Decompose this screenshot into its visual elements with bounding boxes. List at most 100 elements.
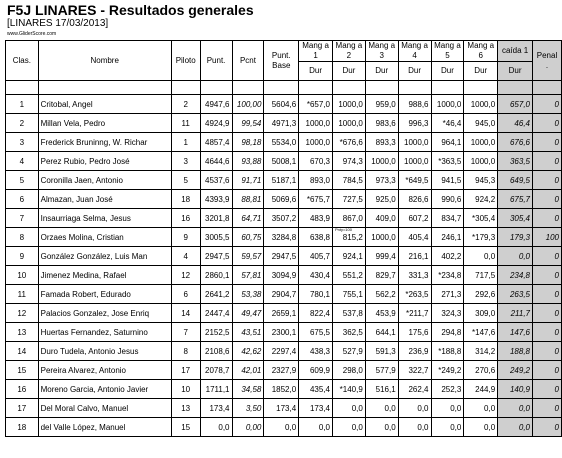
- cell-caida: 179,3: [497, 227, 533, 247]
- cell-manga-6: 1000,0: [463, 151, 499, 171]
- cell-manga-6: 717,5: [463, 265, 499, 285]
- cell-manga-4: 331,3: [397, 265, 432, 285]
- cell-manga-1: 1000,0: [298, 132, 333, 152]
- header-punt: Punt.: [199, 40, 233, 81]
- table-row: 3 Frederick Bruninng, W. Richar 1 4857,4…: [5, 132, 562, 152]
- table-row: 6 Almazan, Juan José 18 4393,9 88,81 506…: [5, 189, 562, 209]
- table-row: 8 Orzaes Molina, Cristian 9 3005,5 60,75…: [5, 227, 562, 247]
- cell-manga-3: 829,7: [364, 265, 399, 285]
- cell-piloto: 17: [170, 360, 201, 380]
- table-row: 16 Moreno Garcia, Antonio Javier 10 1711…: [5, 379, 562, 399]
- cell-penal: 100: [532, 227, 562, 247]
- cell-punt: 4537,6: [199, 170, 233, 190]
- cell-caida: 649,5: [497, 170, 533, 190]
- cell-punt: 4393,9: [199, 189, 233, 209]
- table-row: 10 Jimenez Medina, Rafael 12 2860,1 57,8…: [5, 265, 562, 285]
- cell-clas: 10: [5, 265, 39, 285]
- cell-penal: 0: [532, 360, 562, 380]
- cell-manga-3: 999,4: [364, 246, 399, 266]
- cell-manga-1: *675,7: [298, 189, 333, 209]
- header-clas: Clas.: [5, 40, 39, 81]
- cell-manga-6: 314,2: [463, 341, 499, 361]
- cell-manga-4: 988,6: [397, 94, 432, 114]
- cell-punt-base: 3507,2: [263, 208, 300, 228]
- cell-manga-6: 945,0: [463, 113, 499, 133]
- cell-manga-1: 675,5: [298, 322, 333, 342]
- cell-nombre: González González, Luis Man: [37, 246, 172, 266]
- cell-piloto: 2: [170, 94, 201, 114]
- cell-pcnt: 60,75: [231, 227, 265, 247]
- cell-clas: 5: [5, 170, 39, 190]
- cell-manga-4: 0,0: [397, 417, 432, 437]
- cell-manga-6: 945,3: [463, 170, 499, 190]
- cell-manga-6: 309,0: [463, 303, 499, 323]
- cell-manga-4: 236,9: [397, 341, 432, 361]
- cell-nombre: Palacios Gonzalez, Jose Enriq: [37, 303, 172, 323]
- table-row: 13 Huertas Fernandez, Saturnino 7 2152,5…: [5, 322, 562, 342]
- cell-manga-6: 924,2: [463, 189, 499, 209]
- cell-manga-2: 527,9: [331, 341, 366, 361]
- cell-piloto: 6: [170, 284, 201, 304]
- cell-clas: 4: [5, 151, 39, 171]
- cell-manga-1: 1000,0: [298, 113, 333, 133]
- cell-manga-5: 324,3: [430, 303, 465, 323]
- cell-manga-2: 974,3: [331, 151, 366, 171]
- cell-pcnt: 42,62: [231, 341, 265, 361]
- cell-clas: 15: [5, 360, 39, 380]
- cell-punt: 2078,7: [199, 360, 233, 380]
- cell-piloto: 1: [170, 132, 201, 152]
- table-row: 11 Famada Robert, Edurado 6 2641,2 53,38…: [5, 284, 562, 304]
- cell-nombre: Coronilla Jaen, Antonio: [37, 170, 172, 190]
- cell-penal: 0: [532, 284, 562, 304]
- cell-nombre: Critobal, Angel: [37, 94, 172, 114]
- cell-penal: 0: [532, 398, 562, 418]
- cell-manga-3: 983,6: [364, 113, 399, 133]
- cell-manga-3: 562,2: [364, 284, 399, 304]
- cell-piloto: 7: [170, 322, 201, 342]
- cell-punt: 4857,4: [199, 132, 233, 152]
- cell-piloto: 18: [170, 189, 201, 209]
- cell-caida: 657,0: [497, 94, 533, 114]
- cell-manga-3: 577,9: [364, 360, 399, 380]
- header-penal: Penal .: [532, 40, 562, 81]
- cell-punt-base: 2327,9: [263, 360, 300, 380]
- cell-manga-2: 298,0: [331, 360, 366, 380]
- cell-nombre: Orzaes Molina, Cristian: [37, 227, 172, 247]
- cell-nombre: Duro Tudela, Antonio Jesus: [37, 341, 172, 361]
- cell-caida: 263,5: [497, 284, 533, 304]
- cell-nombre: Perez Rubio, Pedro José: [37, 151, 172, 171]
- cell-caida: 0,0: [497, 398, 533, 418]
- cell-manga-5: 834,7: [430, 208, 465, 228]
- cell-punt: 4644,6: [199, 151, 233, 171]
- cell-pcnt: 93,88: [231, 151, 265, 171]
- cell-pcnt: 98,18: [231, 132, 265, 152]
- table-row: 14 Duro Tudela, Antonio Jesus 8 2108,6 4…: [5, 341, 562, 361]
- cell-manga-1: *657,0: [298, 94, 333, 114]
- cell-caida: 305,4: [497, 208, 533, 228]
- cell-manga-1: 670,3: [298, 151, 333, 171]
- cell-manga-1: 430,4: [298, 265, 333, 285]
- cell-manga-1: 438,3: [298, 341, 333, 361]
- cell-manga-2: 0,0: [331, 398, 366, 418]
- cell-manga-1: 609,9: [298, 360, 333, 380]
- cell-manga-2: *140,9: [331, 379, 366, 399]
- cell-punt-base: 173,4: [263, 398, 300, 418]
- cell-pcnt: 59,57: [231, 246, 265, 266]
- table-row: 9 González González, Luis Man 4 2947,5 5…: [5, 246, 562, 266]
- cell-pcnt: 49,47: [231, 303, 265, 323]
- cell-manga-2: 537,8: [331, 303, 366, 323]
- cell-manga-6: 0,0: [463, 417, 499, 437]
- header-manga-1: Mang a 1: [298, 40, 333, 62]
- cell-manga-5: *46,4: [430, 113, 465, 133]
- table-row: 7 Insaurriaga Selma, Jesus 16 3201,8 64,…: [5, 208, 562, 228]
- header-piloto: Piloto: [170, 40, 201, 81]
- cell-piloto: 5: [170, 170, 201, 190]
- cell-manga-2: 867,0: [331, 208, 366, 228]
- cell-punt-base: 5187,1: [263, 170, 300, 190]
- cell-manga-2: 755,1: [331, 284, 366, 304]
- header-dur: Dur: [397, 61, 432, 81]
- cell-piloto: 16: [170, 208, 201, 228]
- cell-manga-2: Pnty=100 815,2: [331, 227, 366, 247]
- cell-manga-4: *263,5: [397, 284, 432, 304]
- cell-punt-base: 0,0: [263, 417, 300, 437]
